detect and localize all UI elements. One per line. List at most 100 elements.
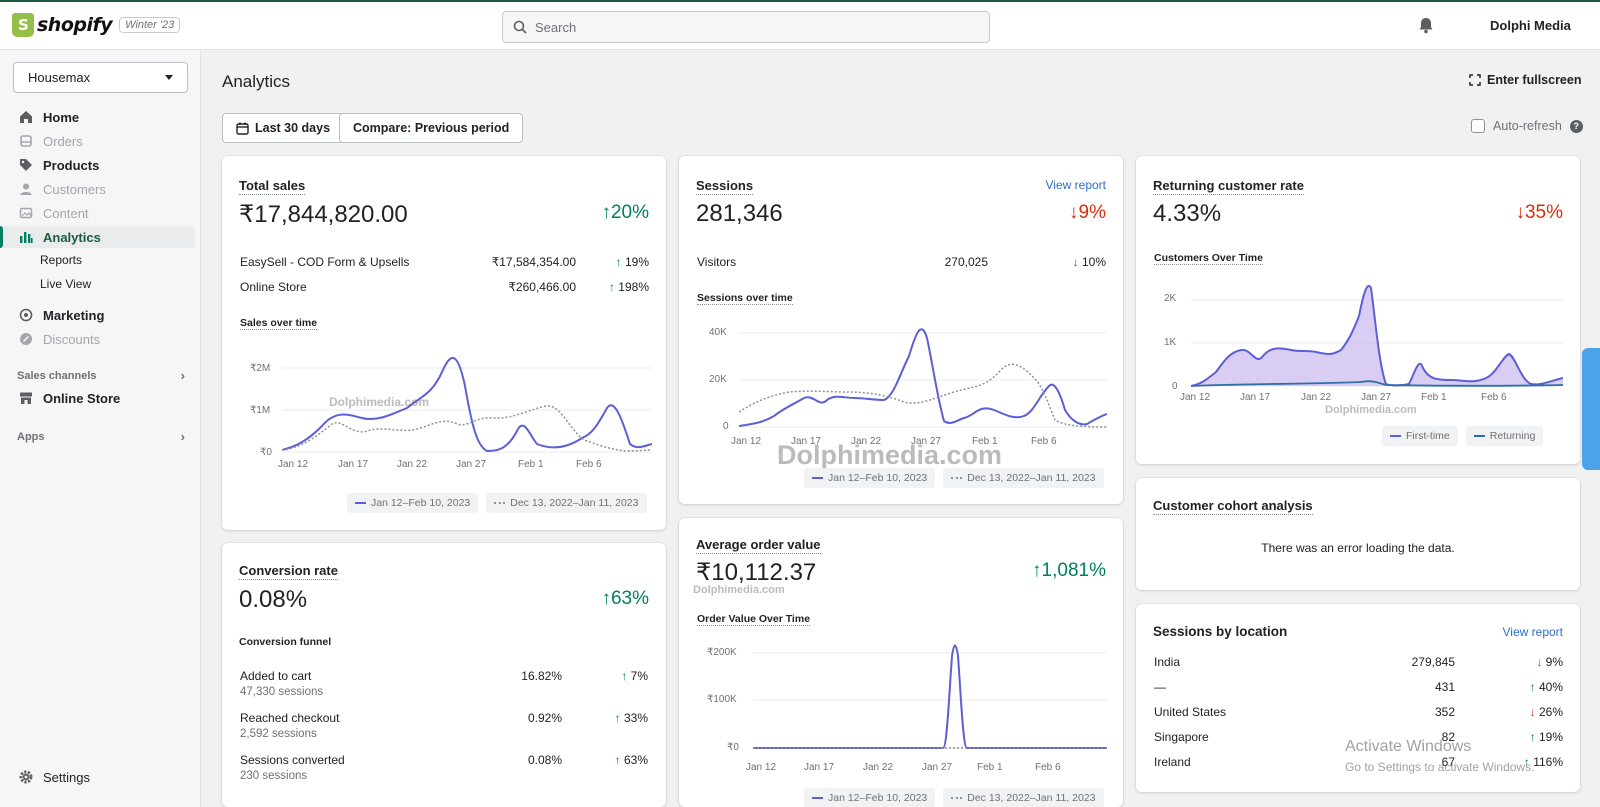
x-tick: Jan 12 (1180, 392, 1211, 403)
legend-current[interactable]: Jan 12–Feb 10, 2023 (804, 788, 936, 807)
y-tick: ₹2M (250, 363, 271, 374)
card-title[interactable]: Conversion rate (239, 563, 338, 580)
chart-label[interactable]: Customers Over Time (1154, 252, 1263, 265)
x-tick: Feb 1 (518, 459, 544, 470)
image-icon (18, 205, 34, 221)
sessions-card: Sessions View report 281,346 ↓9% Visitor… (679, 156, 1123, 504)
funnel-step-sessions: 2,592 sessions (240, 728, 317, 740)
x-tick: Feb 1 (977, 762, 1003, 773)
returning-delta: ↓35% (1515, 202, 1563, 223)
sidebar-item-home[interactable]: Home (0, 106, 195, 128)
compare-button[interactable]: Compare: Previous period (339, 113, 524, 143)
x-tick: Jan 27 (911, 436, 942, 447)
shopify-logo[interactable]: shopify Winter '23 (12, 13, 181, 37)
sidebar-item-online-store[interactable]: Online Store (0, 387, 195, 409)
feedback-side-tab[interactable] (1582, 348, 1600, 470)
tag-icon (18, 157, 34, 173)
fullscreen-button[interactable]: Enter fullscreen (1469, 73, 1581, 87)
legend-previous[interactable]: Dec 13, 2022–Jan 11, 2023 (943, 788, 1104, 807)
auto-refresh-checkbox[interactable] (1471, 119, 1485, 133)
help-icon[interactable]: ? (1569, 119, 1583, 133)
person-icon (18, 181, 34, 197)
chart-label[interactable]: Order Value Over Time (697, 613, 811, 626)
store-selector[interactable]: Housemax (13, 62, 188, 93)
top-bar: shopify Winter '23 Dolphi Media (0, 0, 1600, 50)
funnel-step-label: Sessions converted (240, 753, 345, 767)
funnel-step-sessions: 47,330 sessions (240, 686, 324, 698)
location-delta: ↑ 116% (1523, 755, 1563, 769)
sessions-over-time-chart (739, 328, 1107, 428)
chart-label[interactable]: Sales over time (240, 317, 318, 330)
conversion-delta: ↑63% (601, 588, 649, 609)
y-tick: 0 (723, 421, 729, 432)
x-tick: Jan 12 (746, 762, 777, 773)
customer-cohort-card: Customer cohort analysis There was an er… (1136, 478, 1580, 590)
account-name[interactable]: Dolphi Media (1490, 18, 1571, 33)
funnel-label: Conversion funnel (239, 636, 332, 648)
sidebar-item-products[interactable]: Products (0, 154, 195, 176)
x-tick: Jan 17 (1240, 392, 1271, 403)
sidebar-item-label: Settings (43, 769, 90, 785)
bell-icon[interactable] (1418, 17, 1434, 37)
y-tick: ₹1M (250, 405, 271, 416)
view-report-link[interactable]: View report (1045, 178, 1106, 192)
card-title: Sessions by location (1153, 624, 1288, 639)
calendar-icon (236, 122, 249, 135)
sidebar-item-content[interactable]: Content (0, 202, 195, 224)
chart-legend: Jan 12–Feb 10, 2023 Dec 13, 2022–Jan 11,… (347, 493, 647, 513)
card-title[interactable]: Average order value (696, 537, 821, 554)
chart-label[interactable]: Sessions over time (697, 292, 793, 305)
chevron-right-icon: › (180, 429, 185, 444)
y-tick: 1K (1164, 337, 1177, 348)
card-title[interactable]: Total sales (239, 178, 306, 195)
y-tick: 20K (709, 374, 727, 385)
sidebar-item-orders[interactable]: Orders (0, 130, 195, 152)
sidebar-subitem-live-view[interactable]: Live View (40, 277, 92, 291)
caret-down-icon (165, 75, 173, 80)
chevron-right-icon: › (180, 368, 185, 383)
card-title[interactable]: Returning customer rate (1153, 178, 1304, 195)
auto-refresh-toggle[interactable]: Auto-refresh ? (1471, 119, 1583, 133)
card-title[interactable]: Customer cohort analysis (1153, 498, 1313, 515)
sales-channels-section[interactable]: Sales channels › (17, 368, 185, 383)
sales-channels-label: Sales channels (17, 369, 97, 382)
error-message: There was an error loading the data. (1261, 541, 1455, 555)
location-value: 431 (1434, 680, 1455, 694)
sidebar-item-settings[interactable]: Settings (0, 766, 195, 788)
total-sales-value: ₹17,844,820.00 (239, 201, 408, 228)
location-value: 82 (1441, 730, 1455, 744)
legend-first-time[interactable]: First-time (1382, 426, 1458, 446)
legend-current[interactable]: Jan 12–Feb 10, 2023 (804, 468, 936, 488)
y-tick: ₹0 (727, 742, 739, 753)
sessions-by-location-card: Sessions by location View report India 2… (1136, 604, 1580, 792)
x-tick: Jan 17 (804, 762, 835, 773)
sidebar-item-marketing[interactable]: Marketing (0, 304, 195, 326)
funnel-step-label: Added to cart (240, 669, 312, 683)
sales-over-time-chart (282, 356, 652, 453)
search-input[interactable] (535, 19, 955, 35)
apps-section[interactable]: Apps › (17, 429, 185, 444)
expand-icon (1469, 74, 1481, 86)
sidebar-subitem-reports[interactable]: Reports (40, 253, 83, 267)
location-value: 67 (1441, 755, 1455, 769)
card-title[interactable]: Sessions (696, 178, 754, 195)
sidebar-item-customers[interactable]: Customers (0, 178, 195, 200)
location-delta: ↑ 40% (1529, 680, 1563, 694)
channel-delta: ↑ 19% (615, 255, 649, 269)
legend-previous[interactable]: Dec 13, 2022–Jan 11, 2023 (486, 493, 647, 513)
watermark: Dolphimedia.com (1325, 404, 1417, 416)
legend-returning[interactable]: Returning (1465, 426, 1544, 446)
location-label: — (1154, 680, 1166, 694)
sidebar-item-label: Discounts (43, 331, 101, 347)
view-report-link[interactable]: View report (1502, 625, 1563, 639)
conversion-rate-card: Conversion rate 0.08% ↑63% Conversion fu… (222, 543, 666, 807)
sidebar-item-discounts[interactable]: Discounts (0, 328, 195, 350)
sidebar-item-analytics[interactable]: Analytics (0, 226, 195, 248)
legend-previous[interactable]: Dec 13, 2022–Jan 11, 2023 (943, 468, 1104, 488)
store-icon (18, 390, 34, 406)
channel-value: ₹17,584,354.00 (491, 255, 576, 269)
legend-current[interactable]: Jan 12–Feb 10, 2023 (347, 493, 479, 513)
search-bar[interactable] (502, 11, 990, 43)
date-range-button[interactable]: Last 30 days (222, 113, 345, 143)
sidebar-item-label: Orders (43, 133, 83, 149)
